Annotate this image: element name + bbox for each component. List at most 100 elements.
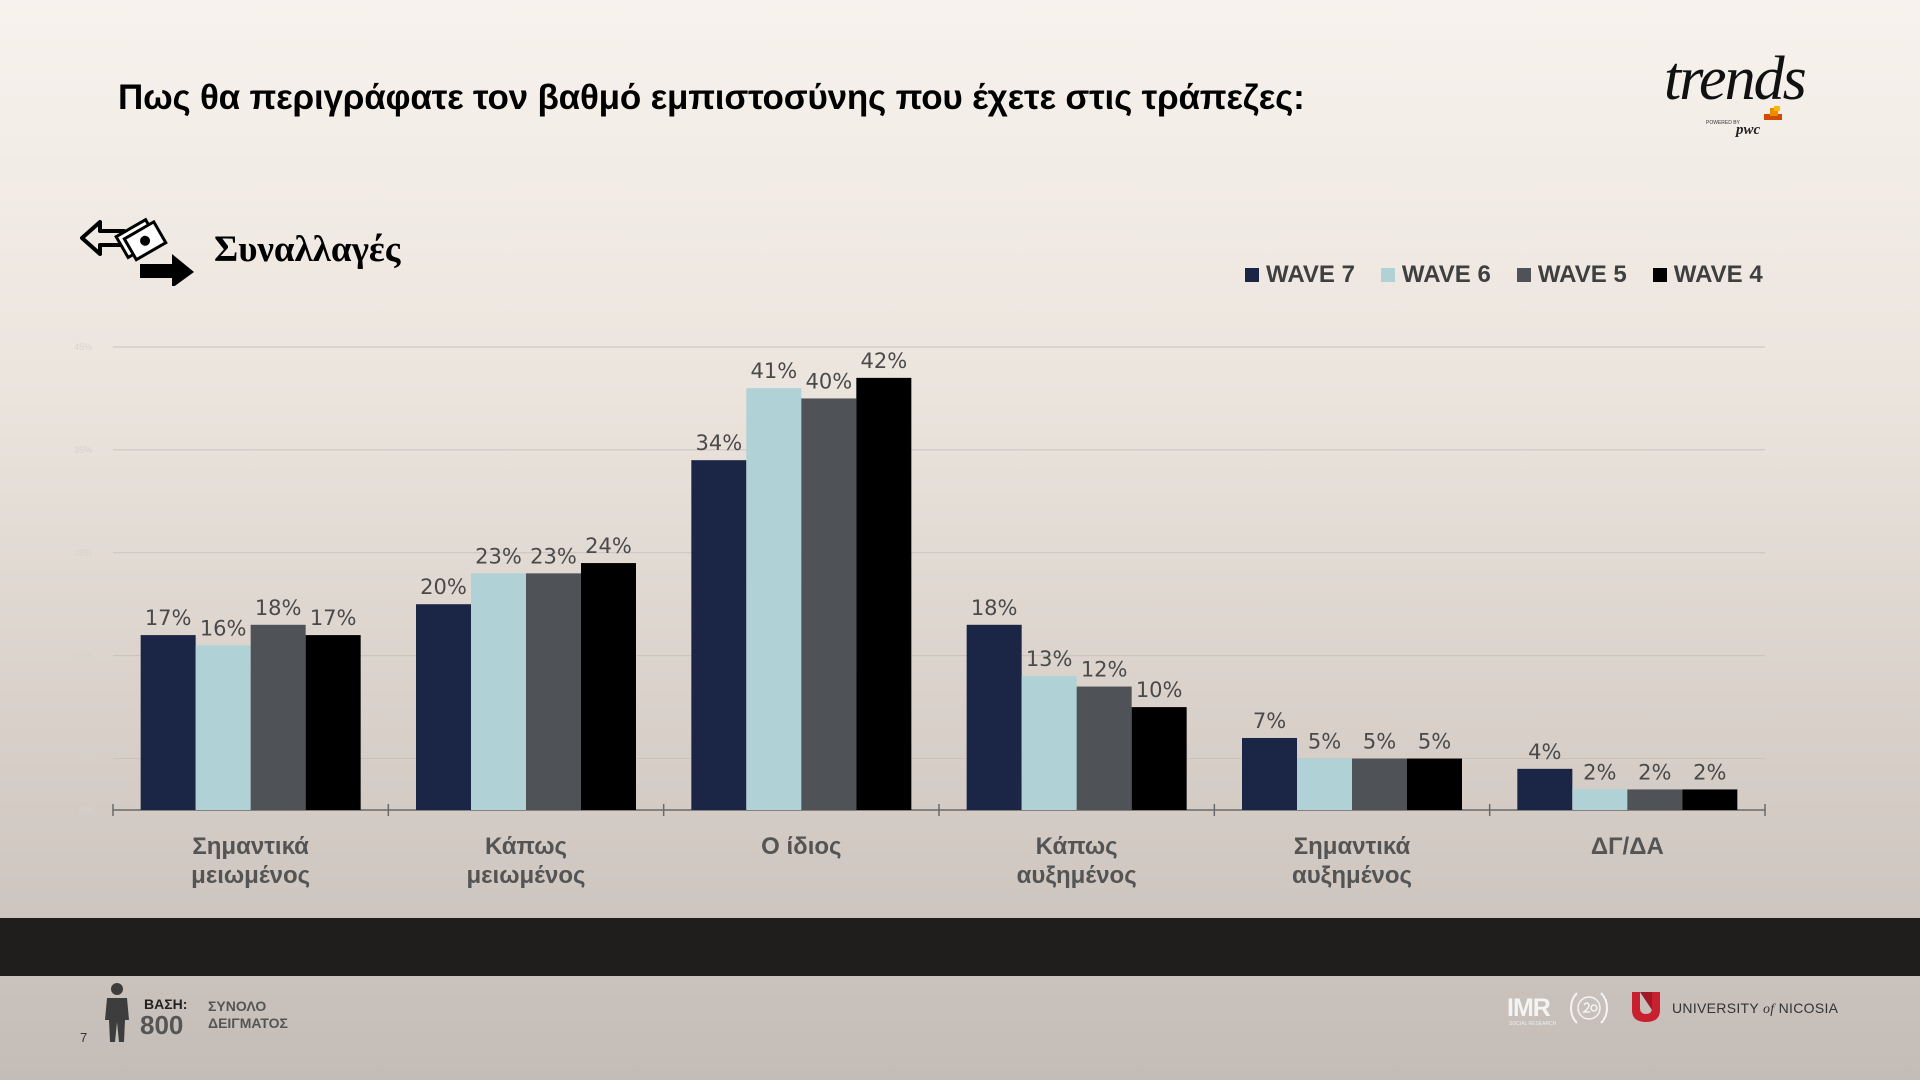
- legend-label-wave6: WAVE 6: [1401, 261, 1491, 288]
- university-name-part1: UNIVERSITY: [1672, 1000, 1763, 1016]
- legend-swatch-wave7: [1245, 268, 1259, 282]
- data-label: 18%: [255, 596, 302, 620]
- legend-label-wave4: WAVE 4: [1673, 261, 1763, 288]
- bar: [966, 624, 1022, 810]
- data-label: 12%: [1081, 658, 1128, 682]
- bar: [1517, 768, 1573, 810]
- category-label: Κάπως μειωμένος: [401, 832, 651, 890]
- bar: [195, 645, 251, 810]
- data-label: 5%: [1308, 730, 1341, 754]
- university-name-of: of: [1762, 1002, 1775, 1017]
- powered-by-text: POWERED BY: [1706, 120, 1740, 126]
- data-label: 23%: [475, 544, 522, 568]
- data-label: 23%: [530, 544, 577, 568]
- bar: [581, 563, 636, 810]
- chart-legend: WAVE 7 WAVE 6 WAVE 5 WAVE 4: [1245, 261, 1763, 289]
- category-label-line: Ο ίδιος: [761, 833, 842, 860]
- legend-label-wave7: WAVE 7: [1266, 261, 1355, 288]
- bar: [691, 460, 747, 810]
- data-label: 40%: [805, 369, 852, 393]
- category-label: ΔΓ/ΔΑ: [1502, 832, 1752, 861]
- category-label-line: Σημαντικά: [192, 833, 309, 860]
- legend-swatch-wave4: [1652, 268, 1667, 282]
- data-label: 41%: [750, 359, 797, 383]
- section-label: Συναλλαγές: [214, 229, 401, 270]
- category-label-line: αυξημένος: [1291, 862, 1413, 889]
- category-label-line: μειωμένος: [191, 862, 311, 889]
- data-label: 2%: [1693, 760, 1726, 784]
- anniversary-wreath-icon: [1570, 992, 1608, 1024]
- bar: [140, 635, 196, 810]
- legend-swatch-wave6: [1380, 268, 1395, 282]
- data-label: 13%: [1026, 647, 1073, 671]
- category-label-line: Κάπως: [485, 833, 567, 860]
- category-label-line: αυξημένος: [1016, 862, 1137, 889]
- page-number: 7: [80, 1030, 88, 1045]
- bar: [471, 573, 526, 810]
- page-title: Πως θα περιγράφατε τον βαθμό εμπιστοσύνη…: [118, 78, 1305, 117]
- data-label: 2%: [1583, 760, 1616, 784]
- data-label: 7%: [1253, 709, 1286, 733]
- imr-logo: IMR SOCIAL RESEARCH: [1505, 988, 1615, 1030]
- data-label: 16%: [200, 616, 247, 640]
- bar: [305, 635, 361, 810]
- university-name: UNIVERSITY of NICOSIA: [1672, 1000, 1838, 1018]
- data-label: 2%: [1638, 760, 1671, 784]
- data-label: 5%: [1418, 730, 1451, 754]
- bar: [1242, 737, 1297, 810]
- data-label: 20%: [420, 575, 467, 599]
- data-label: 10%: [1136, 678, 1183, 702]
- data-label: 17%: [310, 606, 357, 630]
- bar: [1407, 758, 1462, 810]
- base-value: 800: [140, 1010, 184, 1040]
- imr-logo-text: IMR: [1507, 994, 1551, 1022]
- legend-item-wave5: WAVE 5: [1516, 261, 1627, 289]
- category-label-line: μειωμένος: [466, 862, 586, 889]
- category-label-line: Σημαντικά: [1293, 833, 1411, 860]
- bar: [1352, 758, 1407, 810]
- y-tick-label: 45%: [74, 342, 92, 352]
- trends-pwc-logo: trends POWERED BY pwc: [1660, 44, 1830, 144]
- category-label-line: ΔΓ/ΔΑ: [1590, 833, 1664, 860]
- legend-label-wave5: WAVE 5: [1537, 261, 1627, 288]
- legend-swatch-wave5: [1516, 268, 1531, 282]
- imr-logo-subtext: SOCIAL RESEARCH: [1509, 1021, 1557, 1027]
- bar: [1131, 707, 1187, 810]
- pwc-logo-text: pwc: [1736, 122, 1761, 138]
- y-tick-label: 5%: [79, 754, 92, 764]
- category-label: Κάπως αυξημένος: [952, 832, 1202, 890]
- bar: [746, 388, 802, 810]
- bar: [1021, 676, 1077, 810]
- data-label: 24%: [585, 534, 632, 558]
- bar: [1297, 758, 1352, 810]
- bar: [1627, 789, 1683, 810]
- data-label: 17%: [145, 606, 192, 630]
- y-tick-label: 15%: [74, 651, 92, 661]
- base-text-line2: ΔΕΙΓΜΑΤΟΣ: [208, 1015, 288, 1031]
- trends-logo-text: trends: [1664, 45, 1807, 113]
- person-icon: [105, 983, 129, 1042]
- legend-item-wave6: WAVE 6: [1380, 261, 1491, 289]
- bar: [416, 604, 471, 810]
- data-label: 4%: [1528, 740, 1561, 764]
- category-label: Ο ίδιος: [676, 832, 926, 861]
- bar: [1682, 789, 1738, 810]
- university-name-part2: NICOSIA: [1774, 1000, 1839, 1016]
- bar: [1572, 789, 1628, 810]
- category-label-line: Κάπως: [1035, 833, 1118, 860]
- base-label: ΒΑΣΗ:: [144, 996, 188, 1012]
- bar: [250, 624, 306, 810]
- legend-item-wave4: WAVE 4: [1652, 261, 1763, 289]
- footer-band: [0, 918, 1920, 976]
- bar: [526, 573, 581, 810]
- y-tick-label: 25%: [74, 548, 92, 558]
- pwc-mark-icon: [1764, 106, 1782, 120]
- category-label: Σημαντικά αυξημένος: [1227, 832, 1477, 890]
- unic-shield-icon: [1632, 992, 1660, 1022]
- bar: [801, 398, 857, 810]
- bar: [1076, 686, 1132, 810]
- y-tick-label: 0%: [79, 805, 92, 815]
- y-tick-label: 35%: [74, 445, 92, 455]
- bar: [856, 377, 912, 810]
- base-text-line1: ΣΥΝΟΛΟ: [208, 998, 267, 1014]
